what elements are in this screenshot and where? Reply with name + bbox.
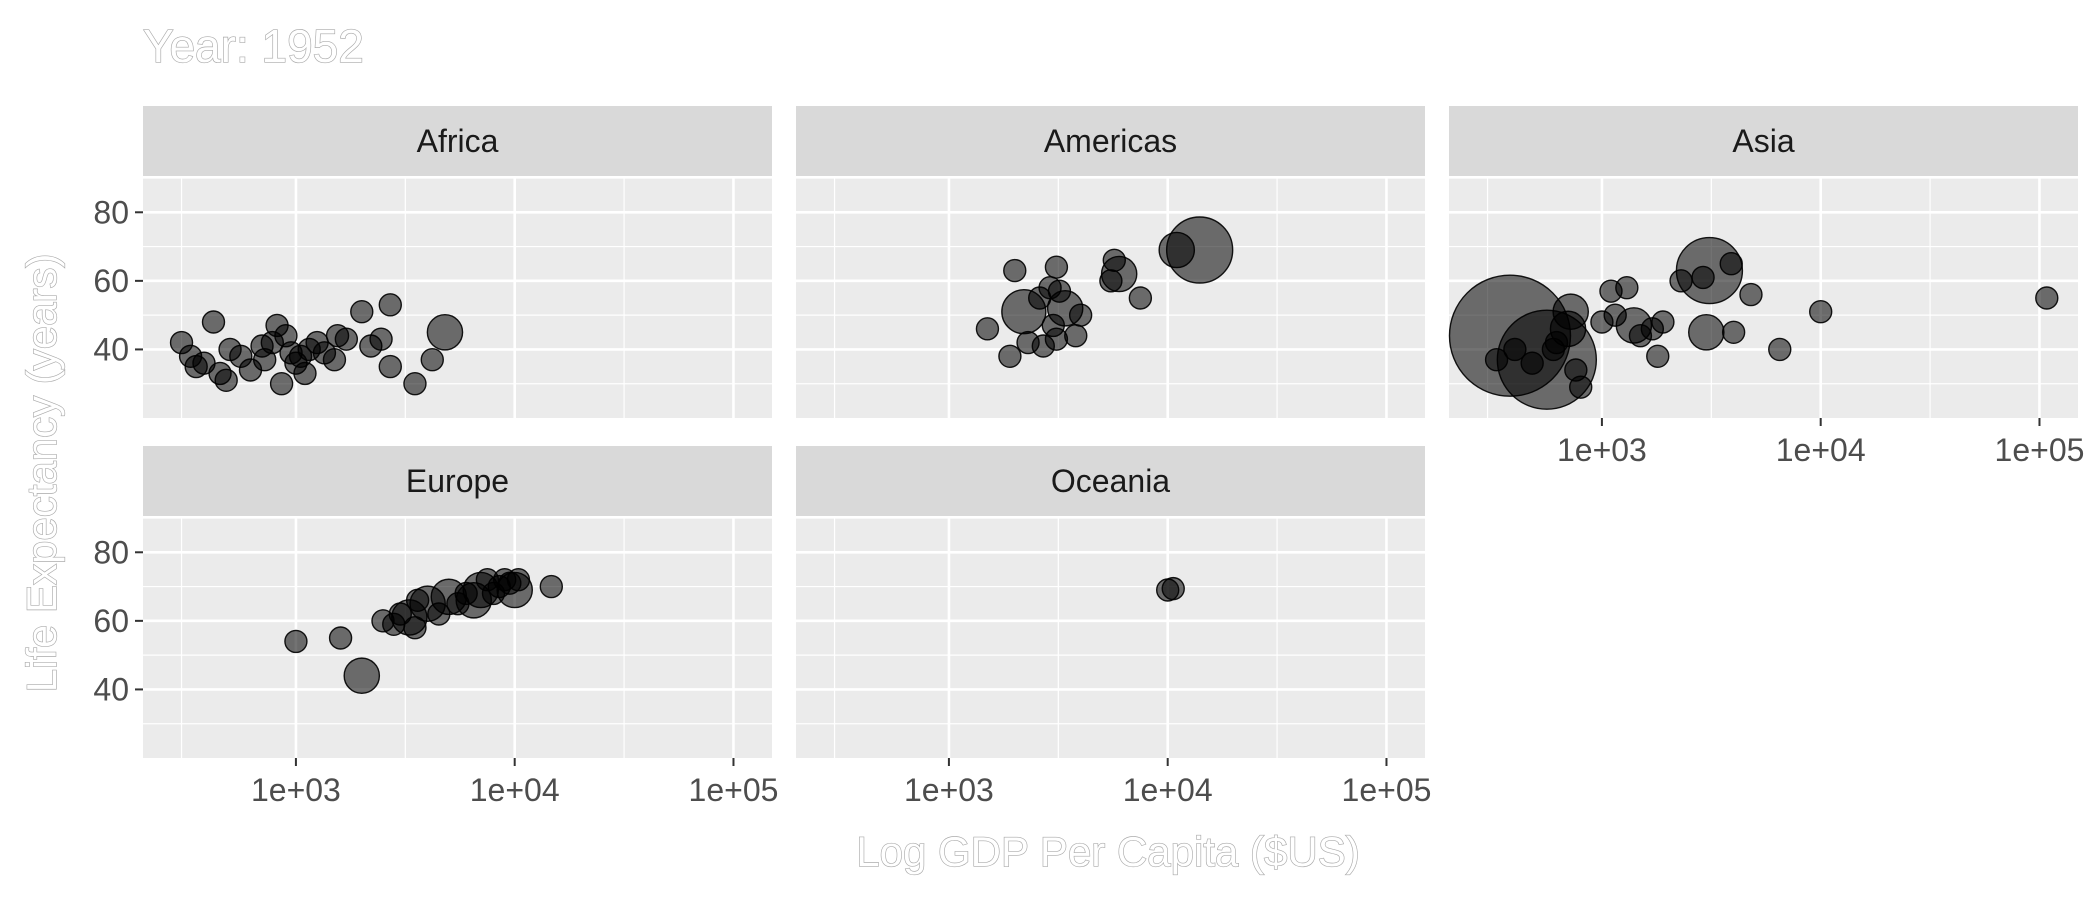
data-point	[539, 574, 564, 599]
data-point	[405, 588, 430, 612]
data-point	[322, 348, 347, 372]
x-tick-label: 1e+03	[251, 772, 341, 808]
data-point	[403, 372, 427, 396]
data-point	[1688, 313, 1725, 351]
data-point	[350, 300, 374, 324]
data-point	[1128, 286, 1153, 310]
data-point	[1102, 248, 1126, 272]
data-point	[1739, 282, 1763, 307]
data-point	[388, 602, 413, 626]
data-point	[1484, 348, 1509, 372]
data-point	[1615, 276, 1639, 300]
data-point	[343, 657, 381, 695]
facet-africa: Africa 40 60 80	[93, 106, 772, 418]
data-point	[1544, 330, 1569, 355]
data-point	[426, 313, 464, 351]
data-point	[1068, 303, 1093, 327]
data-point	[998, 344, 1022, 368]
data-point	[1064, 324, 1088, 348]
x-tick-label: 1e+04	[1123, 772, 1213, 808]
y-tick-label: 60	[93, 263, 129, 299]
data-point	[1569, 375, 1593, 399]
data-point	[420, 348, 444, 372]
x-tick-label: 1e+03	[1557, 432, 1647, 468]
facet-strip-label-europe: Europe	[406, 463, 509, 499]
data-point	[293, 361, 317, 386]
data-point	[1003, 258, 1027, 283]
data-point	[1719, 252, 1743, 276]
data-point	[454, 581, 478, 606]
facet-strip-label-oceania: Oceania	[1051, 463, 1170, 499]
data-point	[1646, 344, 1670, 368]
data-point	[1603, 303, 1627, 327]
data-point	[1552, 293, 1590, 331]
data-point	[1044, 255, 1069, 279]
data-point	[1808, 300, 1833, 324]
data-point	[284, 629, 308, 654]
facet-strip-asia	[1449, 106, 2078, 176]
facet-oceania: Oceania 1e+03 1e+04 1e+05	[796, 446, 1431, 808]
facet-europe: Europe 40 60 80 1e+03 1e+04 1e+05	[93, 446, 778, 808]
x-tick-label: 1e+05	[1342, 772, 1432, 808]
data-point	[506, 568, 531, 592]
data-point	[201, 310, 226, 334]
y-tick-label: 80	[93, 534, 129, 570]
data-point	[1520, 351, 1544, 375]
facet-strip-label-asia: Asia	[1732, 123, 1794, 159]
data-point	[214, 368, 238, 392]
facet-asia: Asia 1e+03 1e+04 1e+05	[1448, 106, 2085, 468]
data-point	[403, 616, 427, 640]
data-point	[427, 602, 451, 626]
chart-title: Year: 1952	[143, 20, 364, 72]
data-point	[1047, 279, 1072, 303]
data-point	[1651, 310, 1675, 334]
y-tick-label: 60	[93, 603, 129, 639]
data-point	[269, 372, 294, 396]
facet-strip-label-africa: Africa	[417, 123, 499, 159]
y-tick-label: 40	[93, 671, 129, 707]
data-point	[1669, 269, 1693, 293]
facet-americas: Americas	[796, 106, 1425, 418]
facet-strip-oceania	[796, 446, 1425, 516]
facet-panel-europe	[143, 518, 772, 758]
data-point	[1721, 320, 1746, 344]
facet-strip-americas	[796, 106, 1425, 176]
data-point	[1161, 576, 1185, 601]
y-tick-label: 80	[93, 194, 129, 230]
data-point	[378, 293, 402, 317]
data-point	[2035, 286, 2059, 310]
facet-strip-europe	[143, 446, 772, 516]
x-tick-label: 1e+05	[1995, 432, 2085, 468]
data-point	[1691, 265, 1715, 290]
data-point	[1768, 337, 1792, 362]
data-point	[1099, 269, 1123, 293]
facet-strip-label-americas: Americas	[1044, 123, 1177, 159]
data-point	[334, 327, 359, 351]
data-point	[378, 354, 402, 379]
facet-panel-americas	[796, 178, 1425, 418]
data-point	[369, 327, 393, 351]
x-tick-label: 1e+05	[689, 772, 779, 808]
facet-strip-africa	[143, 106, 772, 176]
y-axis-label: Life Expectancy (years)	[18, 254, 65, 693]
x-axis-label: Log GDP Per Capita ($US)	[856, 828, 1359, 875]
x-tick-label: 1e+03	[904, 772, 994, 808]
data-point	[328, 626, 353, 650]
y-tick-label: 40	[93, 331, 129, 367]
data-point	[1044, 327, 1069, 351]
x-tick-label: 1e+04	[1776, 432, 1866, 468]
data-point	[1158, 231, 1196, 269]
data-point	[1503, 337, 1527, 362]
data-point	[975, 317, 1000, 341]
x-tick-label: 1e+04	[470, 772, 560, 808]
facet-panel-oceania	[796, 518, 1425, 758]
